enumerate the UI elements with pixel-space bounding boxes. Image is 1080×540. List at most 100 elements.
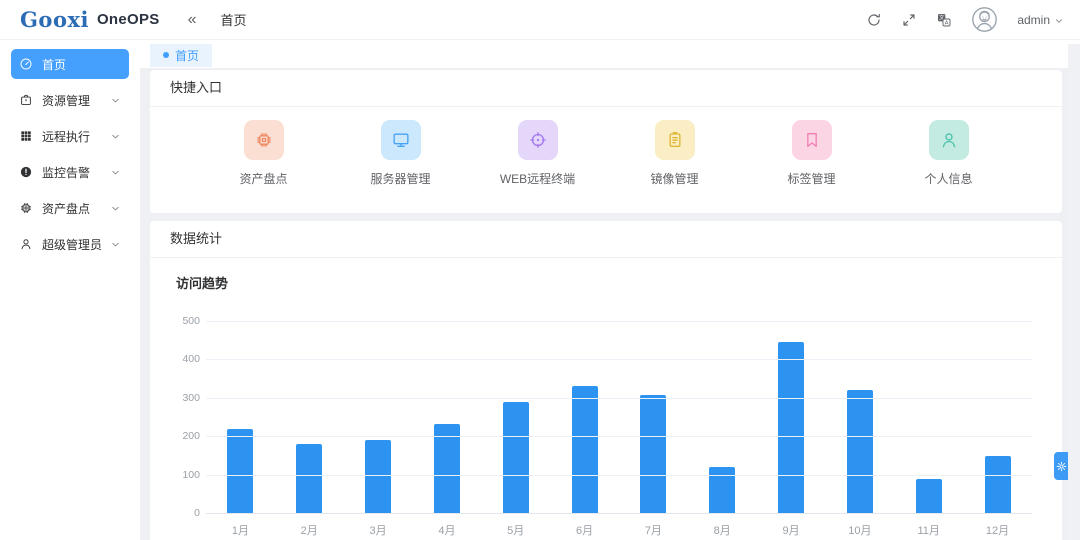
sidebar-item-super-admin[interactable]: 超级管理员 bbox=[11, 229, 129, 259]
x-tick-label: 1月 bbox=[231, 525, 249, 537]
sidebar-item-monitor-alarm[interactable]: 监控告警 bbox=[11, 157, 129, 187]
bar-9月[interactable] bbox=[778, 342, 805, 513]
bar-column bbox=[619, 321, 688, 513]
x-tick-label: 9月 bbox=[782, 525, 800, 537]
quick-entry-image-mgmt[interactable]: 镜像管理 bbox=[606, 120, 743, 187]
right-pane: 首页 快捷入口 资产盘点 服务器管理 WEB远程终端 镜像管理 标签管理 个人信息 数据统… bbox=[140, 40, 1080, 540]
person-icon bbox=[928, 120, 969, 160]
quick-entry-label: 标签管理 bbox=[787, 172, 836, 186]
gooxi-logo: Gooxi bbox=[20, 7, 89, 32]
product-name: OneOPS bbox=[96, 11, 160, 28]
grid-icon bbox=[19, 129, 33, 143]
tab-home[interactable]: 首页 bbox=[150, 43, 213, 67]
app-header: Gooxi OneOPS « 首页 文 A bbox=[0, 0, 1080, 40]
y-tick-label: 400 bbox=[182, 353, 200, 366]
bar-column bbox=[412, 321, 481, 513]
tab-label: 首页 bbox=[175, 48, 200, 63]
chart-y-axis: 0 100 200 300 400 500 bbox=[172, 315, 200, 519]
x-tick-label: 5月 bbox=[507, 525, 525, 537]
svg-text:A: A bbox=[945, 20, 949, 26]
quick-entry-card: 快捷入口 资产盘点 服务器管理 WEB远程终端 镜像管理 标签管理 个人信息 bbox=[150, 70, 1062, 213]
chart-bars bbox=[206, 321, 1032, 513]
tab-active-dot bbox=[163, 52, 169, 58]
user-avatar[interactable] bbox=[971, 6, 998, 33]
header-actions: 文 A admin bbox=[866, 6, 1064, 33]
gridline bbox=[206, 359, 1032, 361]
refresh-icon[interactable] bbox=[866, 12, 882, 28]
chart-plot bbox=[206, 321, 1032, 514]
bar-11月[interactable] bbox=[915, 479, 942, 513]
sidebar-menu: 首页资源管理远程执行监控告警资产盘点超级管理员 bbox=[0, 40, 140, 540]
bar-column bbox=[481, 321, 550, 513]
vertical-scrollbar[interactable] bbox=[1068, 44, 1080, 540]
bar-column bbox=[825, 321, 894, 513]
bar-2月[interactable] bbox=[296, 443, 323, 513]
sidebar-item-resources[interactable]: 资源管理 bbox=[11, 85, 129, 115]
y-tick-label: 0 bbox=[194, 507, 200, 519]
bar-12月[interactable] bbox=[984, 456, 1011, 513]
x-tick-label: 3月 bbox=[369, 525, 387, 537]
sidebar-collapse-icon[interactable]: « bbox=[187, 10, 197, 28]
monitor-icon bbox=[380, 120, 421, 160]
bar-column bbox=[275, 321, 344, 513]
sidebar-item-home[interactable]: 首页 bbox=[11, 49, 129, 79]
bar-5月[interactable] bbox=[502, 401, 529, 513]
user-icon bbox=[19, 237, 33, 251]
sidebar-item-label: 首页 bbox=[42, 57, 67, 72]
quick-entry-label: 个人信息 bbox=[924, 172, 973, 186]
x-tick-label: 10月 bbox=[848, 525, 872, 537]
dashboard-icon bbox=[19, 57, 33, 71]
bar-6月[interactable] bbox=[571, 386, 598, 513]
x-tick-label: 8月 bbox=[713, 525, 731, 537]
x-tick-label: 11月 bbox=[917, 525, 940, 537]
chart-title: 访问趋势 bbox=[176, 276, 229, 291]
box-icon bbox=[19, 93, 33, 107]
chevron-down-icon bbox=[110, 131, 121, 142]
quick-entry-profile[interactable]: 个人信息 bbox=[880, 120, 1017, 187]
chevron-down-icon bbox=[110, 95, 121, 106]
chevron-down-icon bbox=[1054, 15, 1064, 25]
sidebar-item-label: 远程执行 bbox=[42, 129, 91, 144]
settings-float-button[interactable] bbox=[1054, 452, 1068, 480]
quick-entry-server-mgmt[interactable]: 服务器管理 bbox=[332, 120, 469, 187]
sidebar-item-label: 超级管理员 bbox=[42, 237, 103, 252]
chip-icon bbox=[19, 201, 33, 215]
fullscreen-icon[interactable] bbox=[901, 12, 917, 28]
quick-entry-label: 镜像管理 bbox=[650, 172, 699, 186]
bar-10月[interactable] bbox=[846, 390, 873, 513]
sidebar-item-label: 资源管理 bbox=[42, 93, 91, 108]
bookmark-icon bbox=[791, 120, 832, 160]
bar-3月[interactable] bbox=[365, 440, 392, 513]
warning-icon bbox=[19, 165, 33, 179]
chevron-down-icon bbox=[110, 203, 121, 214]
chevron-down-icon bbox=[110, 239, 121, 250]
sidebar-item-remote-exec[interactable]: 远程执行 bbox=[11, 121, 129, 151]
language-icon[interactable]: 文 A bbox=[936, 12, 952, 28]
sidebar-item-asset-inventory[interactable]: 资产盘点 bbox=[11, 193, 129, 223]
bar-1月[interactable] bbox=[227, 428, 254, 513]
quick-entry-asset-inventory[interactable]: 资产盘点 bbox=[195, 120, 332, 187]
quick-entry-tag-mgmt[interactable]: 标签管理 bbox=[743, 120, 880, 187]
bar-column bbox=[550, 321, 619, 513]
sidebar-item-label: 资产盘点 bbox=[42, 201, 91, 216]
quick-entry-title: 快捷入口 bbox=[150, 70, 1062, 107]
x-tick-label: 12月 bbox=[985, 525, 1010, 537]
quick-entry-web-terminal[interactable]: WEB远程终端 bbox=[469, 120, 606, 187]
y-tick-label: 100 bbox=[182, 468, 200, 481]
bar-column bbox=[963, 321, 1032, 513]
content-area: 快捷入口 资产盘点 服务器管理 WEB远程终端 镜像管理 标签管理 个人信息 数据统计 访… bbox=[140, 68, 1080, 540]
clipboard-icon bbox=[654, 120, 695, 160]
main-layout: 首页资源管理远程执行监控告警资产盘点超级管理员 首页 快捷入口 资产盘点 服务器管… bbox=[0, 40, 1080, 540]
visit-trend-chart: 0 100 200 300 400 500 1月 2月 3月 4月 5月 6月 7月 8月 9月 10月 11… bbox=[172, 315, 1032, 540]
y-tick-label: 500 bbox=[182, 315, 200, 327]
y-tick-label: 300 bbox=[182, 391, 200, 404]
y-tick-label: 200 bbox=[182, 430, 200, 443]
gridline bbox=[206, 436, 1032, 438]
svg-text:文: 文 bbox=[939, 13, 945, 21]
bar-4月[interactable] bbox=[433, 423, 460, 513]
user-menu[interactable]: admin bbox=[1017, 13, 1064, 27]
chevron-down-icon bbox=[110, 167, 121, 178]
bar-7月[interactable] bbox=[640, 394, 667, 513]
quick-entry-label: 资产盘点 bbox=[239, 172, 288, 186]
quick-entry-label: WEB远程终端 bbox=[499, 172, 576, 186]
